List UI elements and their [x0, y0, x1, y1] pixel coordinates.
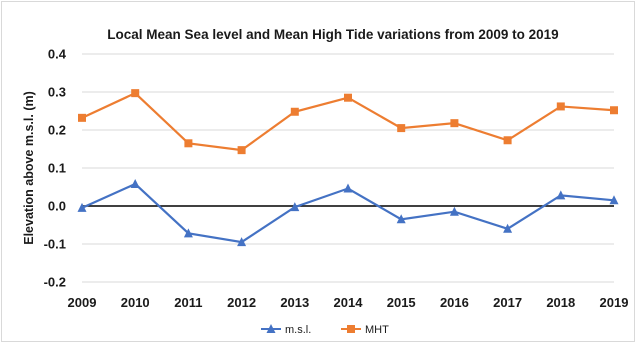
- y-tick-label: 0.2: [48, 123, 66, 138]
- series-group: [77, 89, 619, 247]
- x-tick-label: 2012: [227, 295, 256, 310]
- data-point: [450, 119, 459, 128]
- data-point: [347, 325, 355, 333]
- data-point: [609, 195, 619, 205]
- gridlines: [82, 53, 614, 283]
- series-mht: [78, 89, 618, 155]
- data-point: [343, 183, 353, 193]
- x-tick-label: 2019: [600, 295, 629, 310]
- x-tick-label: 2011: [174, 295, 202, 310]
- x-tick-label: 2014: [334, 295, 364, 310]
- series-line: [81, 182, 615, 244]
- y-tick-label: 0.1: [48, 161, 66, 176]
- data-point: [131, 89, 140, 98]
- data-point: [78, 113, 86, 122]
- data-point: [503, 136, 512, 145]
- data-point: [290, 107, 299, 116]
- legend-item: MHT: [341, 324, 389, 336]
- data-point: [610, 106, 618, 115]
- data-point: [290, 202, 300, 212]
- data-point: [396, 214, 406, 224]
- y-axis-label: Elevation above m.s.l. (m): [22, 91, 36, 245]
- series-m-s-l-: [77, 178, 619, 247]
- x-tick-label: 2017: [493, 295, 522, 310]
- data-point: [556, 102, 565, 111]
- y-axis-ticks: -0.2 -0.1 0.0 0.1 0.2 0.3 0.4: [44, 47, 67, 290]
- data-point: [397, 124, 406, 133]
- legend: m.s.l. MHT: [261, 324, 389, 336]
- x-tick-label: 2009: [68, 295, 97, 310]
- data-point: [344, 93, 352, 102]
- data-point: [266, 324, 276, 333]
- legend-item: m.s.l.: [261, 324, 311, 336]
- x-tick-label: 2018: [546, 295, 575, 310]
- chart-title: Local Mean Sea level and Mean High Tide …: [107, 27, 558, 42]
- x-tick-label: 2015: [387, 295, 416, 310]
- data-point: [130, 178, 140, 188]
- x-axis-ticks: 2009 2010 2011 2012 2013 2014 2015 2016 2017 2018…: [68, 295, 629, 310]
- data-point: [503, 223, 513, 233]
- y-tick-label: 0.0: [48, 199, 66, 214]
- x-tick-label: 2016: [440, 295, 469, 310]
- x-tick-label: 2013: [280, 295, 309, 310]
- data-point: [237, 146, 246, 155]
- legend-label: m.s.l.: [285, 324, 311, 336]
- legend-label: MHT: [365, 324, 389, 336]
- data-point: [77, 202, 87, 212]
- data-point: [449, 206, 459, 216]
- data-point: [184, 139, 193, 148]
- x-tick-label: 2010: [121, 295, 150, 310]
- data-point: [183, 228, 193, 238]
- data-point: [556, 190, 566, 200]
- y-tick-label: 0.3: [48, 85, 66, 100]
- y-tick-label: -0.1: [44, 237, 66, 252]
- data-point: [237, 237, 247, 247]
- y-tick-label: 0.4: [48, 47, 67, 62]
- y-tick-label: -0.2: [44, 275, 66, 290]
